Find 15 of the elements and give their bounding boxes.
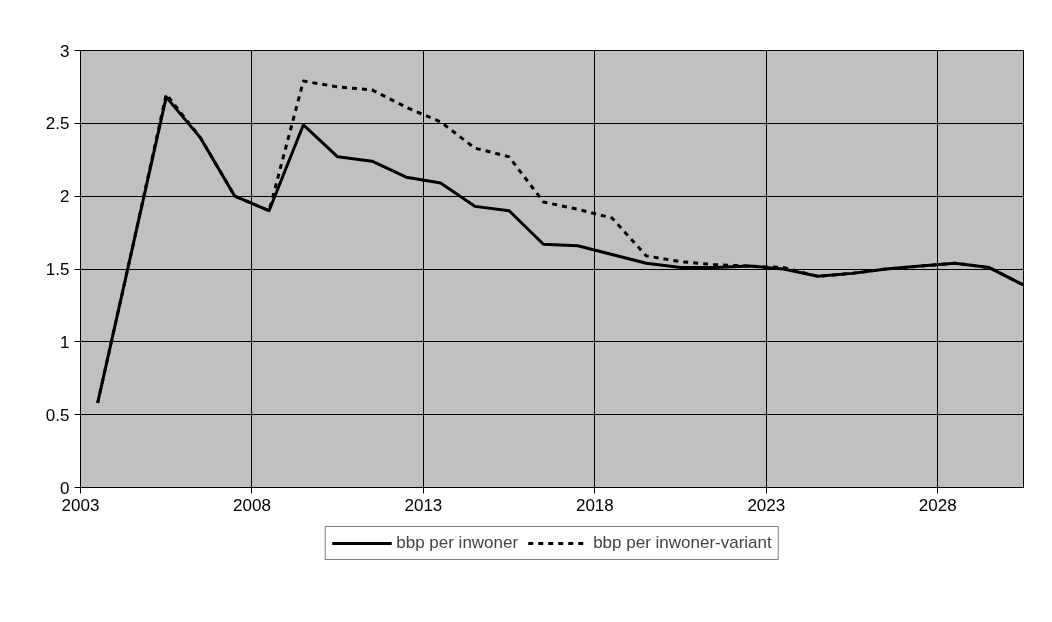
y-tick-label: 3 (60, 41, 70, 61)
y-tick-label: 2.5 (45, 114, 70, 134)
legend-label: bbp per inwoner-variant (593, 533, 772, 553)
y-tick-label: 2 (60, 187, 70, 207)
x-tick-label: 2018 (575, 495, 614, 515)
y-tick-label: 0 (60, 478, 70, 498)
x-tick-label: 2013 (404, 495, 443, 515)
x-tick-label: 2003 (61, 495, 100, 515)
x-tick-label: 2023 (747, 495, 786, 515)
x-tick-label: 2028 (918, 495, 957, 515)
y-tick-label: 1.5 (45, 260, 70, 279)
x-tick-label: 2008 (233, 495, 271, 515)
legend-label: bbp per inwoner (396, 533, 519, 553)
y-tick-label: 1 (60, 332, 70, 352)
y-tick-label: 0.5 (45, 405, 70, 425)
